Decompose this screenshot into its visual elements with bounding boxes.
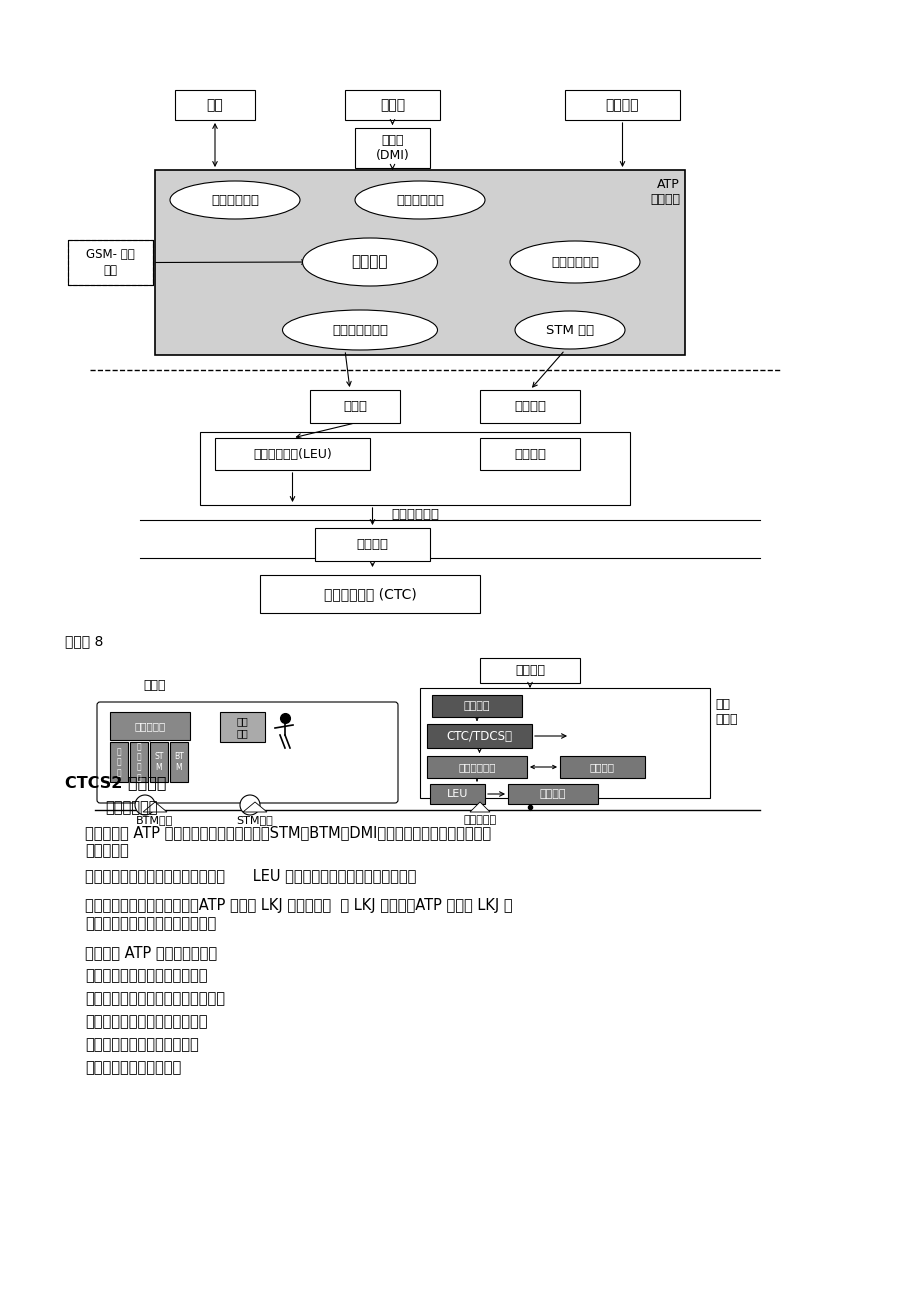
Text: 人机
界面: 人机 界面: [236, 717, 248, 737]
Text: 综合业务: 综合业务: [463, 701, 490, 711]
FancyBboxPatch shape: [480, 390, 579, 423]
FancyBboxPatch shape: [260, 575, 480, 612]
Text: 监控装置: 监控装置: [605, 98, 639, 112]
Text: 轨道电路: 轨道电路: [514, 400, 545, 413]
Circle shape: [240, 795, 260, 814]
Text: LEU: LEU: [447, 790, 468, 799]
Text: GSM- 车载
电台: GSM- 车载 电台: [86, 249, 135, 276]
Ellipse shape: [515, 311, 624, 349]
Text: 增加了临时设定和向列车传送功能。: 增加了临时设定和向列车传送功能。: [85, 992, 225, 1006]
Ellipse shape: [170, 181, 300, 219]
FancyBboxPatch shape: [426, 756, 527, 778]
FancyBboxPatch shape: [480, 438, 579, 470]
Text: 列车: 列车: [207, 98, 223, 112]
Text: 驱
动
输
出: 驱 动 输 出: [137, 741, 142, 782]
FancyBboxPatch shape: [220, 711, 265, 741]
Text: 增加了区间点式信息传输功能。: 增加了区间点式信息传输功能。: [85, 1014, 208, 1029]
Text: BT
M: BT M: [174, 752, 184, 771]
Text: BTM天线: BTM天线: [136, 814, 174, 825]
FancyBboxPatch shape: [480, 658, 579, 683]
Text: 驾驶员: 驾驶员: [380, 98, 404, 112]
FancyBboxPatch shape: [130, 741, 148, 782]
FancyBboxPatch shape: [68, 240, 153, 285]
Text: 地面应答器: 地面应答器: [463, 814, 496, 825]
Text: ST
M: ST M: [154, 752, 164, 771]
Ellipse shape: [302, 238, 437, 285]
Text: 显示器
(DMI): 显示器 (DMI): [375, 134, 409, 162]
Ellipse shape: [282, 310, 437, 351]
FancyBboxPatch shape: [560, 756, 644, 778]
Text: 编码设备: 编码设备: [514, 447, 545, 460]
FancyBboxPatch shape: [110, 711, 190, 740]
FancyBboxPatch shape: [564, 90, 679, 120]
FancyBboxPatch shape: [345, 90, 439, 120]
Text: 应用车载 ATP 超速防护功能。: 应用车载 ATP 超速防护功能。: [85, 945, 217, 960]
Polygon shape: [142, 803, 167, 812]
Text: 记
录
器: 记 录 器: [117, 747, 121, 777]
FancyBboxPatch shape: [507, 784, 597, 804]
Text: 运行记录模块: 运行记录模块: [395, 194, 444, 206]
Text: 测速测距模块: 测速测距模块: [550, 255, 598, 268]
Ellipse shape: [509, 241, 640, 283]
Text: 车站联锁: 车站联锁: [357, 538, 388, 551]
FancyBboxPatch shape: [215, 438, 369, 470]
Text: 调度中心: 调度中心: [515, 665, 544, 678]
Text: 备提供机车信号和进行数据记录。: 备提供机车信号和进行数据记录。: [85, 916, 216, 932]
Text: STM 模块: STM 模块: [545, 323, 594, 336]
Text: 地面增加了级间切换应答器，ATP 设备与 LKJ 装置共存，  当 LKJ 工作时，ATP 设备为 LKJ 设: 地面增加了级间切换应答器，ATP 设备与 LKJ 装置共存， 当 LKJ 工作时…: [85, 898, 512, 913]
Text: 增加了上下行方向判别。: 增加了上下行方向判别。: [85, 1061, 181, 1075]
Text: 车站联锁: 车站联锁: [589, 762, 614, 771]
Text: 增加了车站列控中心，轨旁电子单元      LEU 和有源应答器；区间无源应答器。: 增加了车站列控中心，轨旁电子单元 LEU 和有源应答器；区间无源应答器。: [85, 868, 416, 883]
Text: 测速单元。: 测速单元。: [85, 843, 129, 857]
FancyBboxPatch shape: [150, 741, 168, 782]
FancyBboxPatch shape: [310, 390, 400, 423]
Text: 系统结构方面: 系统结构方面: [105, 800, 157, 814]
Text: 增加了车载 ATP 设备，包括：安全计算机、STM、BTM、DMI、记录单元、机车接口单元、: 增加了车载 ATP 设备，包括：安全计算机、STM、BTM、DMI、记录单元、机…: [85, 825, 491, 840]
FancyBboxPatch shape: [154, 169, 685, 354]
Polygon shape: [243, 803, 267, 812]
Text: ATP
车载设备: ATP 车载设备: [650, 179, 679, 206]
FancyBboxPatch shape: [429, 784, 484, 804]
Text: 车载主机: 车载主机: [351, 254, 388, 270]
Text: 输入输出模块: 输入输出模块: [210, 194, 259, 206]
Text: 轨道电路: 轨道电路: [539, 790, 565, 799]
Text: 动车组: 动车组: [143, 679, 166, 692]
Text: 车站列控中心: 车站列控中心: [458, 762, 495, 771]
Text: 调度集中系统 (CTC): 调度集中系统 (CTC): [323, 586, 416, 601]
FancyBboxPatch shape: [110, 741, 128, 782]
FancyBboxPatch shape: [426, 724, 531, 748]
Text: 增加了人控和机控优先选择。: 增加了人控和机控优先选择。: [85, 1037, 199, 1052]
Text: CTC/TDCS机: CTC/TDCS机: [446, 730, 512, 743]
Text: 车站列控中心: 车站列控中心: [391, 508, 438, 521]
FancyBboxPatch shape: [175, 90, 255, 120]
Polygon shape: [470, 803, 490, 812]
FancyBboxPatch shape: [96, 702, 398, 803]
FancyBboxPatch shape: [170, 741, 187, 782]
Text: CTCS2 系统特点: CTCS2 系统特点: [65, 775, 166, 790]
Text: 应答器: 应答器: [343, 400, 367, 413]
FancyBboxPatch shape: [314, 528, 429, 562]
Text: 地面电子单元(LEU): 地面电子单元(LEU): [253, 447, 332, 460]
Text: 应答器车载单元: 应答器车载单元: [332, 323, 388, 336]
Text: 幻灯片 8: 幻灯片 8: [65, 635, 103, 648]
Circle shape: [135, 795, 154, 814]
FancyBboxPatch shape: [432, 694, 521, 717]
Text: 增加了列车进路信息传送功能。: 增加了列车进路信息传送功能。: [85, 968, 208, 982]
FancyBboxPatch shape: [355, 128, 429, 168]
Text: 车站
信号楼: 车站 信号楼: [714, 698, 737, 726]
Text: STM天线: STM天线: [236, 814, 273, 825]
FancyBboxPatch shape: [420, 688, 709, 797]
Text: 车载计算机: 车载计算机: [134, 721, 165, 731]
Ellipse shape: [355, 181, 484, 219]
